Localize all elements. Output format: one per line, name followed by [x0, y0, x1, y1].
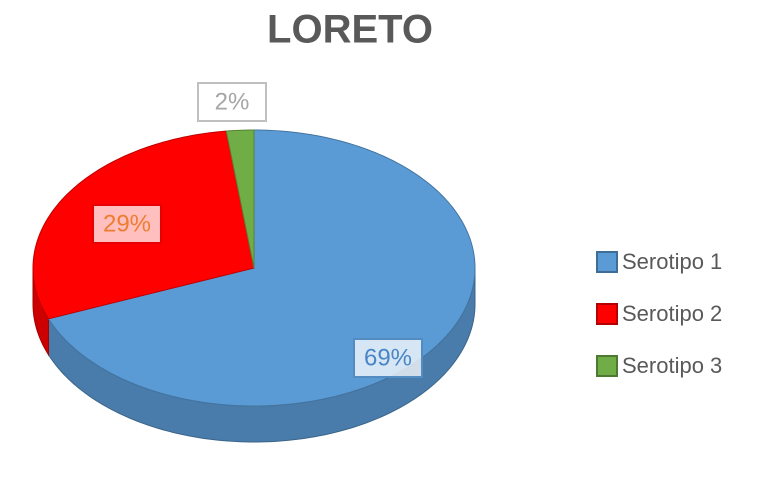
- data-label: 2%: [215, 88, 250, 115]
- data-label-box: [92, 204, 162, 244]
- data-label-box: [353, 338, 423, 378]
- legend-swatch: [596, 355, 618, 377]
- chart-title: LORETO: [267, 8, 433, 52]
- legend-label: Serotipo 1: [622, 249, 722, 274]
- pie-slice: [47, 129, 476, 407]
- legend-label: Serotipo 2: [622, 301, 722, 326]
- pie-slice: [225, 129, 255, 269]
- data-label: 29%: [103, 210, 151, 237]
- legend-swatch: [596, 251, 618, 273]
- data-label-box: [197, 82, 267, 122]
- data-label: 69%: [364, 344, 412, 371]
- legend-swatch: [596, 303, 618, 325]
- legend-label: Serotipo 3: [622, 353, 722, 378]
